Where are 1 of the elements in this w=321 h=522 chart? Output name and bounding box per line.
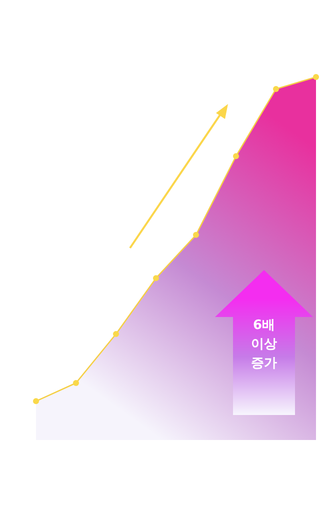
annotation: 6배 이상 증가 [251, 318, 277, 371]
